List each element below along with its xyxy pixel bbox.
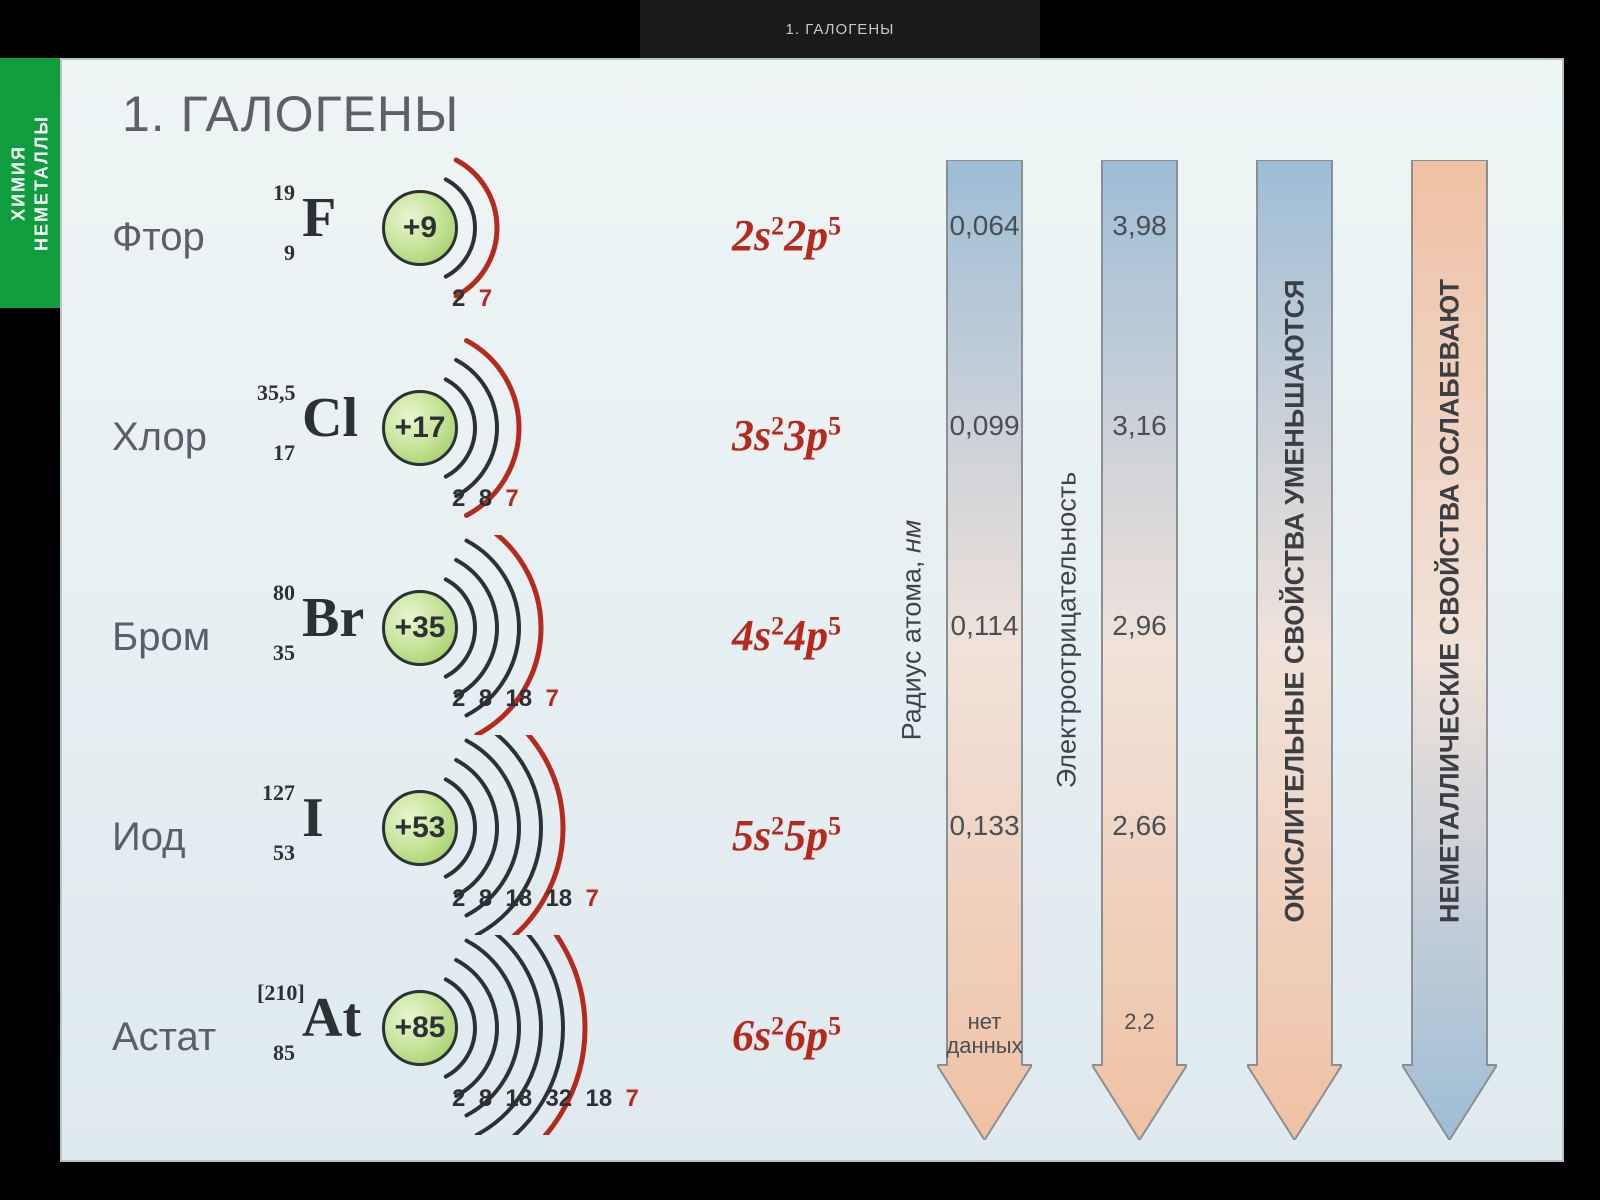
- shell-counts: 2 8 7: [452, 485, 519, 513]
- shell-counts: 2 8 18 7: [452, 685, 559, 713]
- element-name: Фтор: [112, 215, 205, 260]
- poster: 1. ГАЛОГЕНЫ Фтор 19 F 9 +9 2 7 2s22p5 Хл…: [60, 58, 1564, 1162]
- radius-label-text: Радиус атома, нм: [897, 520, 927, 741]
- radius-value: нетданных: [937, 1010, 1032, 1058]
- atomic-number: 17: [257, 440, 295, 466]
- electron-config: 4s24p5: [732, 610, 841, 661]
- top-label: 1. ГАЛОГЕНЫ: [640, 0, 1040, 60]
- radius-value: 0,114: [937, 610, 1032, 642]
- ox-label-text: ОКИСЛИТЕЛЬНЫЕ СВОЙСТВА УМЕНЬШАЮТСЯ: [1279, 280, 1310, 923]
- side-tab: ХИМИЯ НЕМЕТАЛЛЫ: [0, 58, 60, 308]
- column-oxidizing: ОКИСЛИТЕЛЬНЫЕ СВОЙСТВА УМЕНЬШАЮТСЯ: [1247, 160, 1342, 1140]
- en-value: 3,16: [1092, 410, 1187, 442]
- element-symbol: 80 Br 35: [247, 580, 372, 680]
- electron-config: 2s22p5: [732, 210, 841, 261]
- symbol: Br: [302, 590, 364, 646]
- mass-number: 19: [257, 180, 295, 206]
- symbol: At: [302, 990, 361, 1046]
- electron-config: 5s25p5: [732, 810, 841, 861]
- mass-number: 80: [257, 580, 295, 606]
- symbol: F: [302, 190, 336, 246]
- en-label-text: Электроотрицательность: [1052, 472, 1083, 788]
- element-name: Иод: [112, 815, 185, 860]
- symbol: I: [302, 790, 324, 846]
- side-tab-line2: НЕМЕТАЛЛЫ: [31, 115, 51, 251]
- electron-config: 3s23p5: [732, 410, 841, 461]
- element-name: Бром: [112, 615, 210, 660]
- en-value: 2,66: [1092, 810, 1187, 842]
- column-radius: Радиус атома, нм 0,0640,0990,1140,133нет…: [937, 160, 1032, 1140]
- shell-counts: 2 8 18 32 18 7: [452, 1085, 639, 1113]
- element-name: Хлор: [112, 415, 207, 460]
- atomic-number: 9: [257, 240, 295, 266]
- element-symbol: 35,5 Cl 17: [247, 380, 372, 480]
- radius-value: 0,099: [937, 410, 1032, 442]
- shell-counts: 2 7: [452, 285, 492, 313]
- mass-number: 35,5: [257, 380, 295, 406]
- shell-counts: 2 8 18 18 7: [452, 885, 599, 913]
- mass-number: 127: [257, 780, 295, 806]
- symbol: Cl: [302, 390, 358, 446]
- radius-value: 0,133: [937, 810, 1032, 842]
- column-nonmetal: НЕМЕТАЛЛИЧЕСКИЕ СВОЙСТВА ОСЛАБЕВАЮТ: [1402, 160, 1497, 1140]
- en-value: 2,96: [1092, 610, 1187, 642]
- atomic-number: 35: [257, 640, 295, 666]
- element-symbol: 19 F 9: [247, 180, 372, 280]
- element-symbol: 127 I 53: [247, 780, 372, 880]
- stage: 1. ГАЛОГЕНЫ ХИМИЯ НЕМЕТАЛЛЫ 1. ГАЛОГЕНЫ …: [0, 0, 1600, 1200]
- en-value: 2,2: [1092, 1010, 1187, 1034]
- column-electronegativity: Электроотрицательность 3,983,162,962,662…: [1092, 160, 1187, 1140]
- nm-label-text: НЕМЕТАЛЛИЧЕСКИЕ СВОЙСТВА ОСЛАБЕВАЮТ: [1434, 279, 1465, 923]
- electron-config: 6s26p5: [732, 1010, 841, 1061]
- mass-number: [210]: [257, 980, 295, 1006]
- atomic-number: 53: [257, 840, 295, 866]
- en-value: 3,98: [1092, 210, 1187, 242]
- element-symbol: [210] At 85: [247, 980, 372, 1080]
- element-name: Астат: [112, 1015, 216, 1060]
- radius-value: 0,064: [937, 210, 1032, 242]
- side-tab-line1: ХИМИЯ: [9, 145, 29, 221]
- atomic-number: 85: [257, 1040, 295, 1066]
